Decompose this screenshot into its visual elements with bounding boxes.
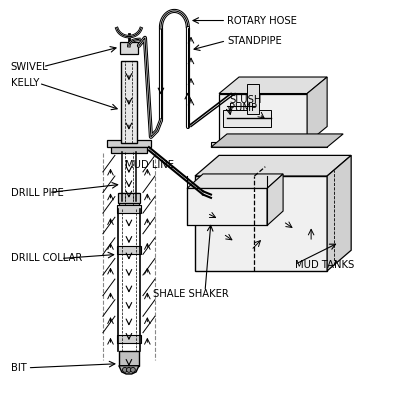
- Bar: [211, 142, 326, 147]
- Bar: [116, 246, 141, 255]
- Polygon shape: [187, 174, 282, 189]
- Polygon shape: [119, 366, 139, 374]
- Bar: [116, 335, 141, 343]
- Polygon shape: [326, 155, 350, 271]
- Bar: [218, 94, 306, 143]
- Bar: [119, 193, 139, 205]
- Bar: [121, 61, 136, 143]
- Bar: [111, 147, 147, 153]
- Text: PUMP: PUMP: [228, 103, 256, 113]
- Text: DRILL PIPE: DRILL PIPE: [11, 188, 63, 197]
- Text: SLUSH: SLUSH: [228, 95, 261, 104]
- Text: SHALE SHAKER: SHALE SHAKER: [153, 288, 228, 298]
- Polygon shape: [194, 155, 350, 176]
- Text: MUD TANKS: MUD TANKS: [294, 260, 354, 270]
- Bar: [194, 176, 326, 271]
- Circle shape: [130, 367, 135, 372]
- Bar: [117, 193, 140, 203]
- Polygon shape: [266, 174, 282, 225]
- Bar: [119, 351, 139, 366]
- Polygon shape: [218, 77, 326, 94]
- Text: SWIVEL: SWIVEL: [11, 62, 48, 72]
- Circle shape: [122, 367, 127, 372]
- Bar: [187, 189, 266, 225]
- Bar: [107, 140, 151, 147]
- Polygon shape: [211, 134, 342, 147]
- Bar: [119, 42, 138, 54]
- Polygon shape: [306, 77, 326, 143]
- Text: ROTARY HOSE: ROTARY HOSE: [226, 15, 296, 25]
- Circle shape: [126, 367, 131, 372]
- Text: STANDPIPE: STANDPIPE: [226, 36, 281, 46]
- Text: BIT: BIT: [11, 363, 26, 373]
- Bar: [246, 84, 258, 114]
- Text: DRILL COLLAR: DRILL COLLAR: [11, 253, 82, 263]
- Text: MUD LINE: MUD LINE: [125, 160, 173, 170]
- Text: KELLY: KELLY: [11, 78, 39, 88]
- Bar: [116, 205, 141, 213]
- Bar: [222, 110, 271, 127]
